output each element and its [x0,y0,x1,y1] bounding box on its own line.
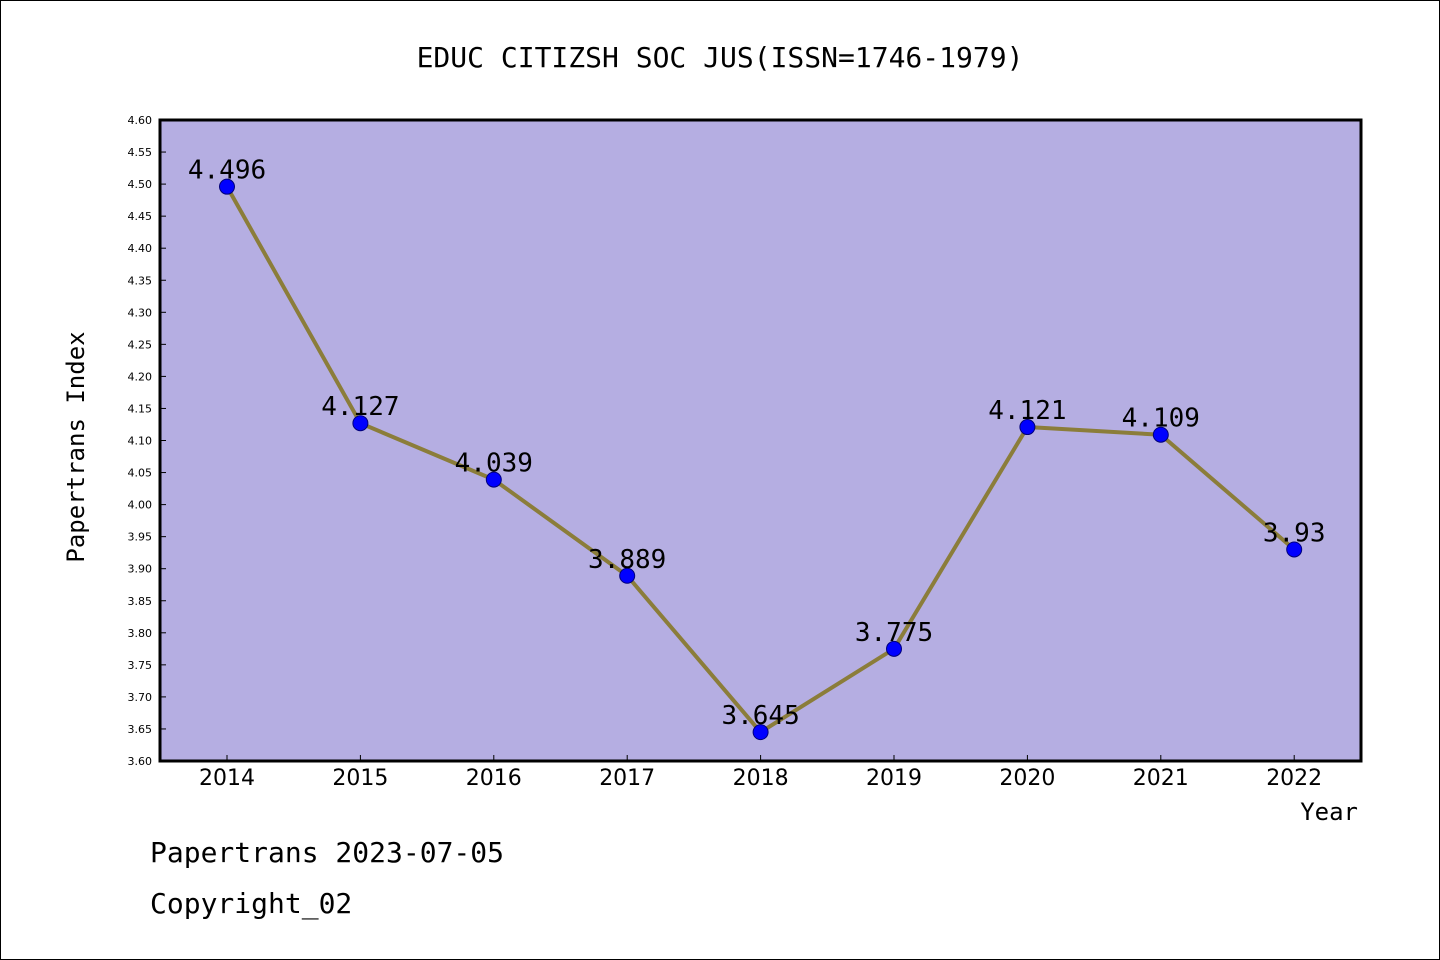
y-tick-label: 4.05 [128,467,153,480]
x-tick-label: 2014 [199,766,255,791]
plot-area [158,118,1363,763]
x-axis-label: Year [1300,798,1358,826]
y-tick-label: 4.40 [128,242,153,255]
y-tick-label: 3.95 [128,531,153,544]
x-tick-label: 2017 [599,766,655,791]
data-label: 4.121 [988,396,1066,426]
y-axis-label: Papertrans Index [62,331,90,562]
x-tick-label: 2019 [866,766,922,791]
footer-date-text: Papertrans 2023-07-05 [150,836,504,869]
y-axis: 3.60 3.65 3.70 3.75 3.80 3.85 3.90 3.95 4.00 4.05… [128,114,166,768]
data-label: 4.109 [1122,404,1200,434]
y-tick-label: 3.75 [128,659,153,672]
data-point [485,471,502,488]
data-label: 3.775 [855,618,933,648]
y-tick-label: 4.20 [128,370,153,383]
chart-title: EDUC CITIZSH SOC JUS(ISSN=1746-1979) [417,41,1024,74]
footer-copyright-text: Copyright_02 [150,887,352,921]
data-point [1152,426,1169,443]
data-label: 4.039 [455,449,533,479]
data-label: 4.127 [321,392,399,422]
data-point [619,567,636,584]
y-tick-label: 3.80 [128,627,153,640]
data-point [219,178,235,195]
data-point [352,415,369,432]
y-tick-label: 4.55 [128,146,153,159]
y-tick-label: 3.90 [128,563,153,576]
x-axis: 2014 2015 2016 2017 2018 2019 2020 2021 2022 [199,755,1322,791]
data-point [886,640,902,657]
series-layer: 4.496 4.127 4.039 3.889 3.645 3.775 4.121 4.109… [188,156,1326,741]
x-tick-label: 2021 [1133,766,1189,791]
y-tick-label: 4.30 [128,306,153,319]
data-label: 3.645 [721,701,799,731]
data-point [1019,419,1036,436]
y-tick-label: 4.25 [128,338,153,351]
data-label: 4.496 [188,156,266,186]
y-tick-label: 4.10 [128,435,153,448]
y-tick-label: 3.60 [128,755,153,768]
data-label: 3.93 [1263,518,1326,548]
y-tick-label: 4.35 [128,274,153,287]
x-tick-label: 2018 [733,766,789,791]
data-point [752,724,769,741]
y-tick-label: 4.50 [128,178,153,191]
y-tick-label: 4.45 [128,210,153,223]
x-tick-label: 2015 [332,766,388,791]
x-tick-label: 2016 [466,766,522,791]
x-tick-label: 2020 [999,766,1055,791]
y-tick-label: 3.70 [128,691,153,704]
y-tick-label: 4.00 [128,499,153,512]
y-tick-label: 3.65 [128,723,153,736]
data-label: 3.889 [588,545,666,575]
y-tick-label: 3.85 [128,595,153,608]
y-tick-label: 4.15 [128,402,153,415]
data-point [1286,541,1303,558]
y-tick-label: 4.60 [128,114,153,127]
x-tick-label: 2022 [1266,766,1322,791]
